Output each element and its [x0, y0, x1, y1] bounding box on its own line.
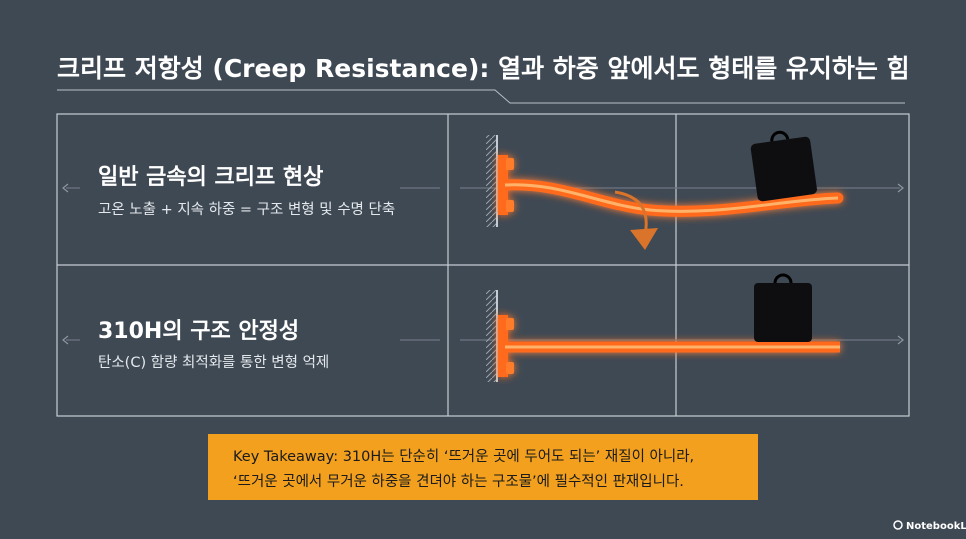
row-subtitle: 고온 노출 + 지속 하중 = 구조 변형 및 수명 단축	[98, 201, 395, 218]
stable-illustration	[486, 273, 840, 382]
takeaway-box	[208, 434, 758, 500]
text-bg	[80, 305, 400, 375]
row-heading: 일반 금속의 크리프 현상	[98, 165, 323, 190]
takeaway-line: Key Takeaway: 310H는 단순히 ‘뜨거운 곳에 두어도 되는’ …	[233, 448, 694, 465]
text-bg	[80, 150, 400, 220]
title: 크리프 저항성 (Creep Resistance): 열과 하중 앞에서도 형…	[57, 54, 910, 83]
brand: NotebookLM	[906, 521, 966, 532]
row-subtitle: 탄소(C) 함량 최적화를 통한 변형 억제	[98, 354, 329, 371]
row-heading: 310H의 구조 안정성	[98, 319, 299, 344]
takeaway-line: ‘뜨거운 곳에서 무거운 하중을 견뎌야 하는 구조물’에 필수적인 판재입니다…	[233, 473, 684, 490]
title-rule	[57, 89, 905, 104]
brand-icon	[893, 520, 903, 530]
creep-illustration	[486, 130, 844, 250]
